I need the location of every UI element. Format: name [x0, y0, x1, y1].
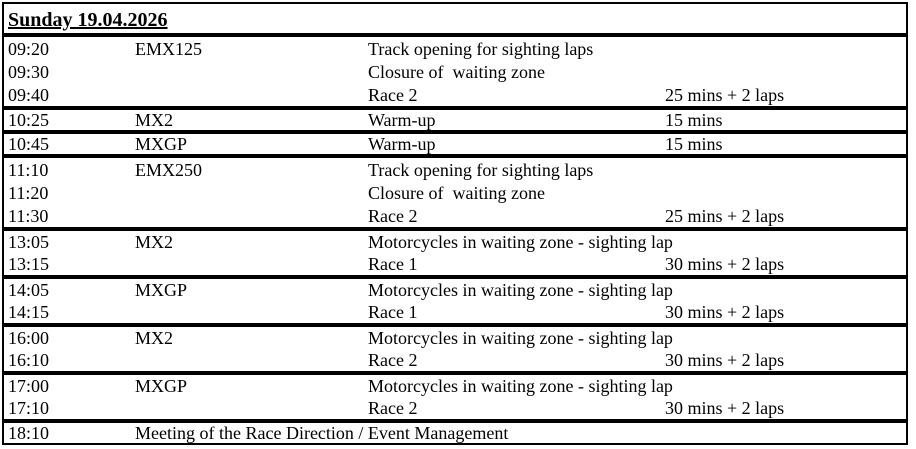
schedule-row: 13:05 MX2 Motorcycles in waiting zone - si… — [4, 231, 906, 253]
schedule-row: 18:10 Meeting of the Race Direction / Eve… — [4, 423, 906, 443]
schedule-row: 11:20 Closure of waiting zone — [4, 181, 906, 204]
description-cell: Race 2 — [368, 398, 418, 418]
duration-cell: 30 mins + 2 laps — [665, 254, 785, 274]
class-cell: MX2 — [135, 328, 174, 348]
time-cell: 18:10 — [8, 423, 50, 443]
class-cell: MXGP — [135, 376, 188, 396]
time-cell: 11:30 — [8, 205, 49, 226]
description-cell: Track opening for sighting laps — [368, 159, 594, 180]
time-cell: 14:15 — [8, 302, 50, 322]
time-cell: 10:45 — [8, 134, 50, 154]
duration-cell: 30 mins + 2 laps — [665, 302, 785, 322]
time-cell: 14:05 — [8, 280, 50, 300]
schedule-header-row: Sunday 19.04.2026 — [2, 2, 908, 35]
description-cell: Motorcycles in waiting zone - sighting l… — [368, 232, 673, 252]
schedule-table: Sunday 19.04.2026 09:20 EMX125 Track openi… — [2, 2, 908, 445]
description-cell: Race 1 — [368, 302, 418, 322]
description-cell: Race 2 — [368, 205, 418, 226]
duration-cell: 25 mins + 2 laps — [665, 205, 785, 226]
description-cell: Motorcycles in waiting zone - sighting l… — [368, 376, 673, 396]
time-cell: 17:00 — [8, 376, 50, 396]
duration-cell: 15 mins — [665, 110, 723, 130]
class-cell: MXGP — [135, 134, 188, 154]
class-cell: MXGP — [135, 280, 188, 300]
time-cell: 11:10 — [8, 159, 49, 180]
time-cell: 09:20 — [8, 38, 50, 59]
schedule-group: 17:00 MXGP Motorcycles in waiting zone - s… — [2, 373, 908, 421]
schedule-row: 11:30 Race 2 25 mins + 2 laps — [4, 204, 906, 227]
duration-cell: 25 mins + 2 laps — [665, 84, 785, 105]
schedule-groups: 09:20 EMX125 Track opening for sighting la… — [2, 35, 908, 445]
schedule-row: 14:15 Race 1 30 mins + 2 laps — [4, 301, 906, 323]
description-cell: Race 1 — [368, 254, 418, 274]
description-cell: Race 2 — [368, 84, 418, 105]
description-cell: Track opening for sighting laps — [368, 38, 594, 59]
schedule-group: 18:10 Meeting of the Race Direction / Eve… — [2, 421, 908, 445]
time-cell: 16:00 — [8, 328, 50, 348]
class-cell: EMX125 — [135, 38, 202, 59]
description-cell: Closure of waiting zone — [368, 61, 545, 82]
schedule-group: 11:10 EMX250 Track opening for sighting la… — [2, 156, 908, 229]
schedule-row: 17:00 MXGP Motorcycles in waiting zone - s… — [4, 375, 906, 397]
schedule-row: 10:45 MXGP Warm-up 15 mins — [4, 134, 906, 154]
schedule-row: 16:10 Race 2 30 mins + 2 laps — [4, 349, 906, 371]
schedule-row: 09:30 Closure of waiting zone — [4, 60, 906, 83]
schedule-row: 10:25 MX2 Warm-up 15 mins — [4, 110, 906, 130]
schedule-row: 14:05 MXGP Motorcycles in waiting zone - s… — [4, 279, 906, 301]
duration-cell: 15 mins — [665, 134, 723, 154]
schedule-group: 16:00 MX2 Motorcycles in waiting zone - si… — [2, 325, 908, 373]
duration-cell: 30 mins + 2 laps — [665, 398, 785, 418]
schedule-group: 10:45 MXGP Warm-up 15 mins — [2, 132, 908, 156]
duration-cell: 30 mins + 2 laps — [665, 350, 785, 370]
time-cell: 10:25 — [8, 110, 50, 130]
class-cell: MX2 — [135, 110, 174, 130]
time-cell: 09:40 — [8, 84, 50, 105]
class-cell: EMX250 — [135, 159, 202, 180]
schedule-group: 14:05 MXGP Motorcycles in waiting zone - s… — [2, 277, 908, 325]
description-cell: Warm-up — [368, 134, 436, 154]
schedule-group: 09:20 EMX125 Track opening for sighting la… — [2, 35, 908, 108]
schedule-group: 13:05 MX2 Motorcycles in waiting zone - si… — [2, 229, 908, 277]
description-cell: Closure of waiting zone — [368, 182, 545, 203]
description-cell: Race 2 — [368, 350, 418, 370]
schedule-date-title: Sunday 19.04.2026 — [8, 8, 168, 31]
schedule-row: 13:15 Race 1 30 mins + 2 laps — [4, 253, 906, 275]
schedule-row: 11:10 EMX250 Track opening for sighting la… — [4, 158, 906, 181]
time-cell: 13:05 — [8, 232, 50, 252]
schedule-row: 16:00 MX2 Motorcycles in waiting zone - si… — [4, 327, 906, 349]
time-cell: 13:15 — [8, 254, 50, 274]
class-cell: Meeting of the Race Direction / Event Ma… — [135, 423, 509, 443]
description-cell: Warm-up — [368, 110, 436, 130]
schedule-row: 17:10 Race 2 30 mins + 2 laps — [4, 397, 906, 419]
description-cell: Motorcycles in waiting zone - sighting l… — [368, 280, 673, 300]
time-cell: 16:10 — [8, 350, 50, 370]
description-cell: Motorcycles in waiting zone - sighting l… — [368, 328, 673, 348]
class-cell: MX2 — [135, 232, 174, 252]
time-cell: 11:20 — [8, 182, 49, 203]
schedule-group: 10:25 MX2 Warm-up 15 mins — [2, 108, 908, 132]
time-cell: 17:10 — [8, 398, 50, 418]
schedule-row: 09:40 Race 2 25 mins + 2 laps — [4, 83, 906, 106]
schedule-row: 09:20 EMX125 Track opening for sighting la… — [4, 37, 906, 60]
time-cell: 09:30 — [8, 61, 50, 82]
